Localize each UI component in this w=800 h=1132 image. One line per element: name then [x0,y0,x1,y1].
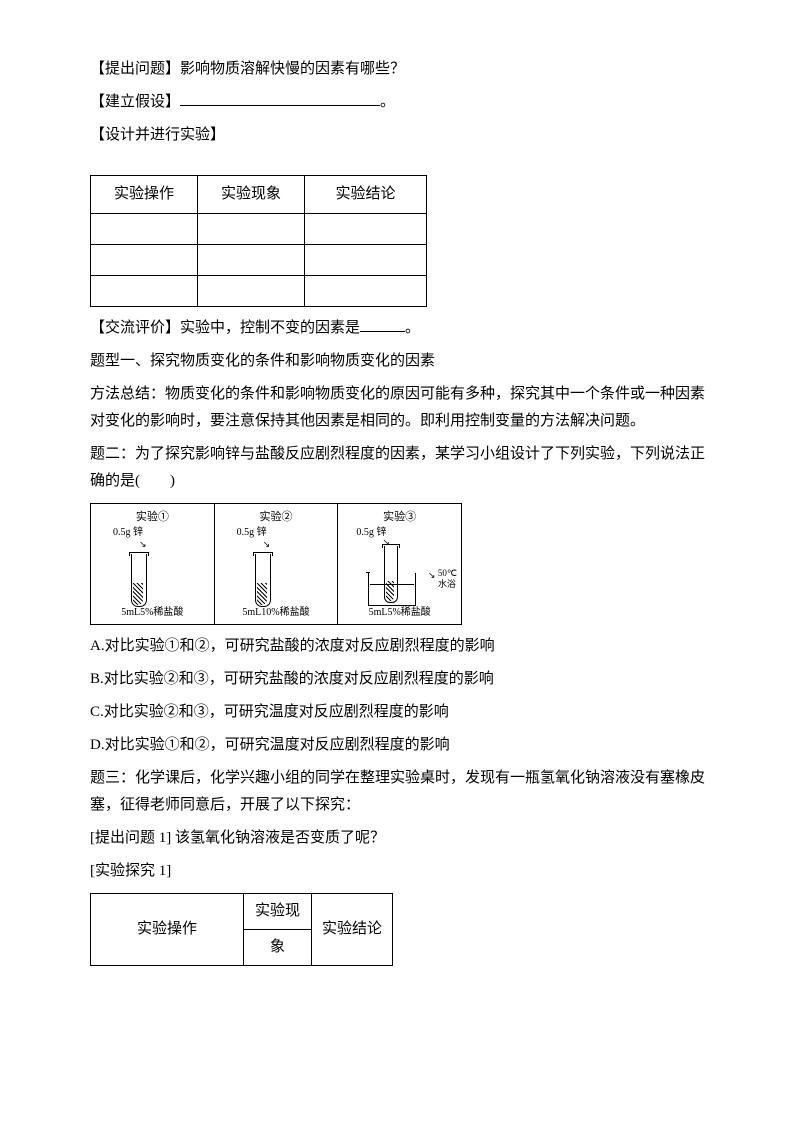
label-design: 【设计并进行实验】 [90,127,225,143]
exp1-bottom: 5mL5%稀盐酸 [91,604,214,622]
ex3-lead: 题三：化学课后，化学兴趣小组的同学在整理实验桌时，发现有一瓶氢氧化钠溶液没有塞橡… [90,765,710,819]
t2-header-op: 实验操作 [91,894,244,966]
type1-title: 题型一、探究物质变化的条件和影响物质变化的因素 [90,348,710,375]
exp2-bottom: 5mL10%稀盐酸 [215,604,338,622]
ex2-lead: 题二：为了探究影响锌与盐酸反应剧烈程度的因素，某学习小组设计了下列实验，下列说法… [90,441,710,495]
ex3-e1: [实验探究 1] [90,858,710,885]
text-question: 影响物质溶解快慢的因素有哪些？ [180,61,405,77]
t2-header-conc: 实验结论 [312,894,393,966]
table-row [91,214,427,245]
t2-header-phen-b: 象 [244,930,312,966]
exp-cell-1: 实验① 0.5g 锌 ↘ 5mL5%稀盐酸 [91,504,215,624]
table-row [91,276,427,307]
exp3-temp: ↘50℃ 水浴 [438,568,457,590]
test-tube-icon [384,546,396,602]
experiment-table-1: 实验操作 实验现象 实验结论 [90,175,427,307]
ex3-q1: [提出问题 1] 该氢氧化钠溶液是否变质了呢？ [90,825,710,852]
arrow-icon: ↘ [139,536,147,552]
exp-cell-3: 实验③ 0.5g 锌 ↘ ↘50℃ 水浴 5mL5%稀盐酸 [338,504,461,624]
experiment-table-2: 实验操作 实验现 实验结论 象 [90,893,393,966]
test-tube-icon [255,554,269,606]
option-a: A.对比实验①和②，可研究盐酸的浓度对反应剧烈程度的影响 [90,633,710,660]
text-evaluate-after: 。 [405,320,420,336]
test-tube-icon [131,554,145,606]
t1-header-op: 实验操作 [91,176,198,214]
table-row [91,245,427,276]
t1-header-conc: 实验结论 [305,176,427,214]
exp3-bottom: 5mL5%稀盐酸 [338,604,461,622]
experiment-figure: 实验① 0.5g 锌 ↘ 5mL5%稀盐酸 实验② 0.5g 锌 ↘ 5mL10… [90,503,462,625]
option-c: C.对比实验②和③，可研究温度对反应剧烈程度的影响 [90,699,710,726]
t2-header-phen-a: 实验现 [244,894,312,930]
label-evaluate: 【交流评价】 [90,320,180,336]
option-b: B.对比实验②和③，可研究盐酸的浓度对反应剧烈程度的影响 [90,666,710,693]
label-hypothesis: 【建立假设】 [90,94,180,110]
type1-method: 方法总结：物质变化的条件和影响物质变化的原因可能有多种，探究其中一个条件或一种因… [90,381,710,435]
label-question: 【提出问题】 [90,61,180,77]
blank-evaluate [360,316,405,332]
option-d: D.对比实验①和②，可研究温度对反应剧烈程度的影响 [90,732,710,759]
text-evaluate-before: 实验中，控制不变的因素是 [180,320,360,336]
blank-hypothesis [180,90,380,106]
suffix-hypothesis: 。 [380,94,395,110]
t1-header-phen: 实验现象 [198,176,305,214]
exp-cell-2: 实验② 0.5g 锌 ↘ 5mL10%稀盐酸 [215,504,339,624]
arrow-icon: ↘ [263,536,271,552]
